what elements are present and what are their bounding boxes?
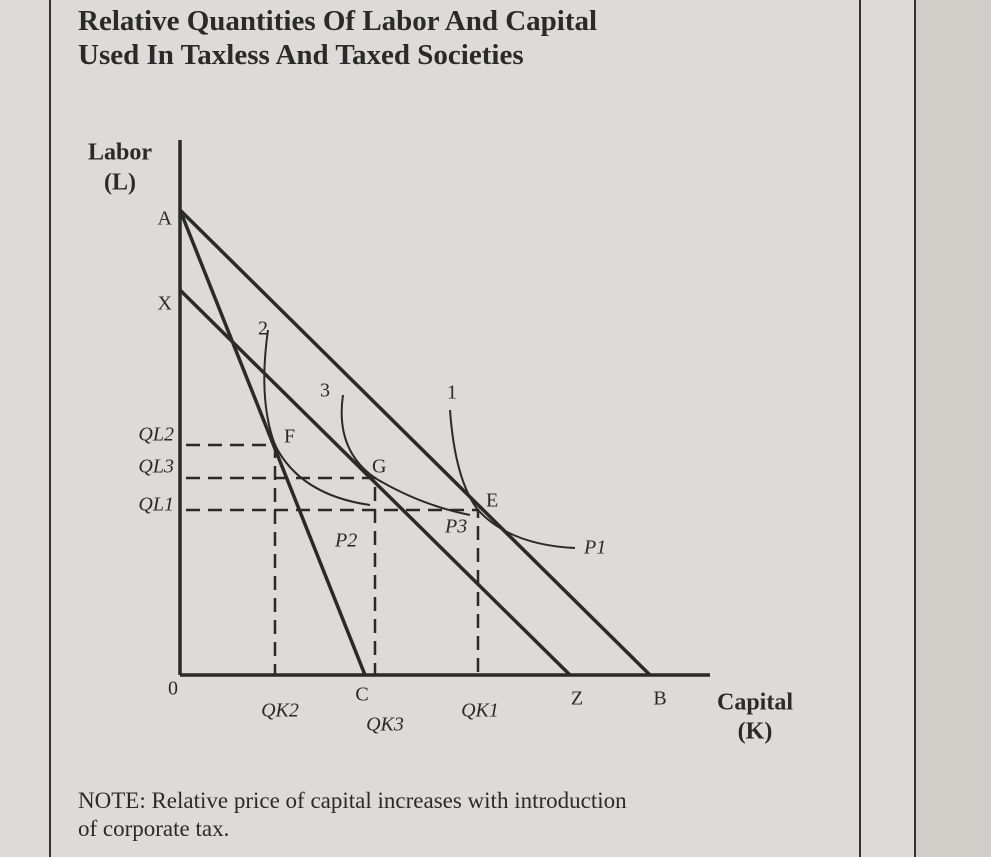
budget-line-ab — [178, 208, 652, 677]
y-label: QL1 — [138, 494, 174, 516]
curve-label: 1 — [447, 382, 457, 404]
x-label: QK3 — [366, 714, 404, 736]
x-label: QK1 — [461, 700, 499, 722]
y-label: A — [158, 208, 173, 230]
curve-2 — [263, 329, 371, 506]
y-label: X — [158, 293, 173, 315]
y-axis-label: (L) — [104, 170, 136, 196]
x-axis-label: (K) — [738, 719, 773, 745]
point-label: F — [284, 426, 295, 448]
x-label: C — [355, 684, 368, 706]
budget-line-ac — [178, 209, 367, 676]
x-label: QK2 — [261, 700, 299, 722]
curve-end-label: P2 — [334, 530, 357, 552]
curve-label: 3 — [320, 380, 330, 402]
x-axis-label: Capital — [717, 690, 793, 716]
curve-end-label: P1 — [583, 537, 606, 559]
y-axis-label: Labor — [88, 140, 152, 166]
curve-3 — [340, 394, 471, 516]
origin-label: 0 — [168, 678, 178, 700]
curve-end-label: P3 — [444, 516, 467, 538]
point-label: E — [486, 490, 498, 512]
point-label: G — [372, 456, 386, 478]
title-line: Relative Quantities Of Labor And Capital — [78, 5, 597, 37]
y-label: QL2 — [138, 424, 174, 446]
budget-line-xz — [178, 288, 572, 677]
note: NOTE: Relative price of capital increase… — [78, 788, 627, 813]
x-label: B — [653, 688, 666, 710]
paper-edge — [915, 0, 991, 857]
curve-1 — [449, 409, 576, 549]
x-label: Z — [571, 688, 583, 710]
note: of corporate tax. — [78, 816, 229, 841]
y-label: QL3 — [138, 456, 174, 478]
curve-label: 2 — [258, 318, 268, 340]
title-line: Used In Taxless And Taxed Societies — [78, 39, 524, 71]
